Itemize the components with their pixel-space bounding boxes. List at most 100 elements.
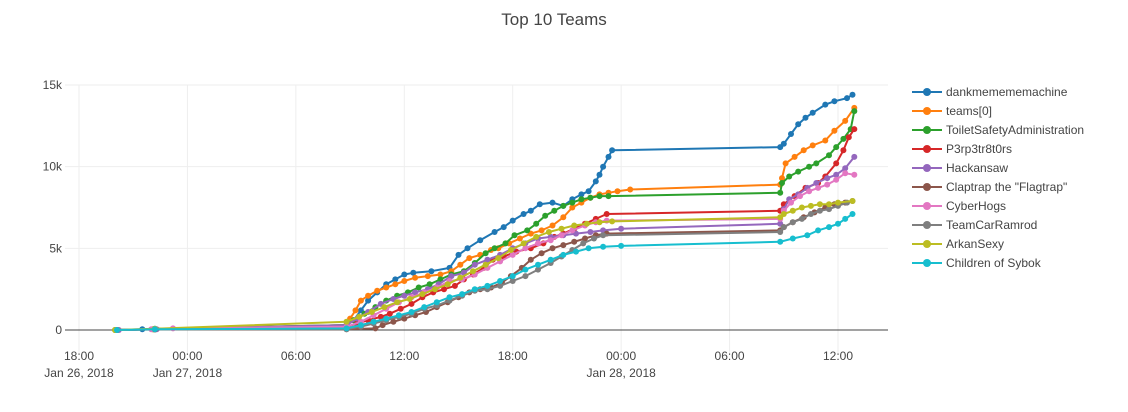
data-point[interactable] <box>569 199 576 206</box>
data-point[interactable] <box>507 247 514 253</box>
data-point[interactable] <box>782 160 789 167</box>
data-point[interactable] <box>401 315 408 322</box>
data-point[interactable] <box>415 284 422 291</box>
data-point[interactable] <box>569 204 576 211</box>
data-point[interactable] <box>851 171 858 178</box>
data-point[interactable] <box>618 225 625 232</box>
data-point[interactable] <box>842 117 849 124</box>
data-point[interactable] <box>491 229 498 235</box>
data-point[interactable] <box>822 137 829 144</box>
data-point[interactable] <box>401 278 408 284</box>
data-point[interactable] <box>520 240 527 247</box>
data-point[interactable] <box>587 194 594 201</box>
data-point[interactable] <box>401 271 408 278</box>
data-point[interactable] <box>807 211 814 217</box>
data-point[interactable] <box>386 310 393 317</box>
data-point[interactable] <box>368 309 375 315</box>
series-9[interactable] <box>114 211 856 333</box>
data-point[interactable] <box>428 268 435 275</box>
data-point[interactable] <box>441 286 447 293</box>
data-point[interactable] <box>777 189 784 196</box>
data-point[interactable] <box>522 273 529 280</box>
series-3[interactable] <box>114 126 858 333</box>
data-point[interactable] <box>815 184 822 191</box>
data-point[interactable] <box>408 309 415 315</box>
data-point[interactable] <box>600 243 607 250</box>
legend-item[interactable]: Children of Sybok <box>908 253 1123 272</box>
data-point[interactable] <box>406 296 413 302</box>
data-point[interactable] <box>795 168 802 175</box>
data-point[interactable] <box>477 237 484 244</box>
legend-item[interactable]: ToiletSafetyAdministration <box>908 120 1123 139</box>
data-point[interactable] <box>392 281 399 288</box>
data-point[interactable] <box>826 152 832 159</box>
data-point[interactable] <box>596 171 603 178</box>
data-point[interactable] <box>451 282 458 289</box>
data-point[interactable] <box>446 294 453 301</box>
data-point[interactable] <box>571 222 578 229</box>
data-point[interactable] <box>419 291 426 298</box>
data-point[interactable] <box>421 304 428 311</box>
data-point[interactable] <box>605 193 612 200</box>
legend-item[interactable]: teams[0] <box>908 101 1123 120</box>
data-point[interactable] <box>840 147 847 154</box>
data-point[interactable] <box>780 211 787 217</box>
data-point[interactable] <box>395 312 402 319</box>
data-point[interactable] <box>585 188 592 195</box>
data-point[interactable] <box>596 193 603 200</box>
data-point[interactable] <box>533 220 540 227</box>
data-point[interactable] <box>457 274 464 281</box>
data-point[interactable] <box>592 178 599 185</box>
data-point[interactable] <box>582 235 588 242</box>
data-point[interactable] <box>383 315 390 322</box>
data-point[interactable] <box>824 175 831 182</box>
data-point[interactable] <box>779 175 785 182</box>
data-point[interactable] <box>151 326 158 333</box>
legend-item[interactable]: CyberHogs <box>908 196 1123 215</box>
data-point[interactable] <box>374 287 381 294</box>
data-point[interactable] <box>545 229 552 235</box>
data-point[interactable] <box>800 147 807 154</box>
data-point[interactable] <box>569 227 576 234</box>
data-point[interactable] <box>516 235 523 242</box>
data-point[interactable] <box>471 286 478 293</box>
data-point[interactable] <box>627 186 634 193</box>
data-point[interactable] <box>618 242 625 249</box>
data-point[interactable] <box>547 256 554 263</box>
data-point[interactable] <box>522 266 529 273</box>
data-point[interactable] <box>815 227 822 234</box>
data-point[interactable] <box>392 276 399 283</box>
data-point[interactable] <box>357 322 364 329</box>
data-point[interactable] <box>437 276 444 283</box>
data-point[interactable] <box>527 256 534 263</box>
data-point[interactable] <box>780 140 787 147</box>
data-point[interactable] <box>352 307 359 314</box>
data-point[interactable] <box>789 235 796 242</box>
data-point[interactable] <box>831 127 838 134</box>
data-point[interactable] <box>538 250 545 257</box>
data-point[interactable] <box>497 278 504 284</box>
data-point[interactable] <box>549 199 556 206</box>
data-point[interactable] <box>591 235 597 242</box>
data-point[interactable] <box>502 240 509 247</box>
legend-item[interactable]: Hackansaw <box>908 158 1123 177</box>
data-point[interactable] <box>578 191 585 198</box>
data-point[interactable] <box>840 135 847 142</box>
data-point[interactable] <box>547 237 554 244</box>
data-point[interactable] <box>482 261 489 268</box>
data-point[interactable] <box>426 281 433 288</box>
data-point[interactable] <box>356 313 363 320</box>
data-point[interactable] <box>533 233 540 240</box>
data-point[interactable] <box>791 153 798 160</box>
data-point[interactable] <box>390 318 397 325</box>
data-point[interactable] <box>536 201 543 208</box>
data-point[interactable] <box>527 207 534 214</box>
data-point[interactable] <box>842 170 849 177</box>
data-point[interactable] <box>511 232 518 239</box>
data-point[interactable] <box>833 171 840 178</box>
data-point[interactable] <box>466 255 473 262</box>
legend-item[interactable]: TeamCarRamrod <box>908 215 1123 234</box>
data-point[interactable] <box>587 229 594 235</box>
data-point[interactable] <box>809 109 816 116</box>
data-point[interactable] <box>383 284 390 291</box>
